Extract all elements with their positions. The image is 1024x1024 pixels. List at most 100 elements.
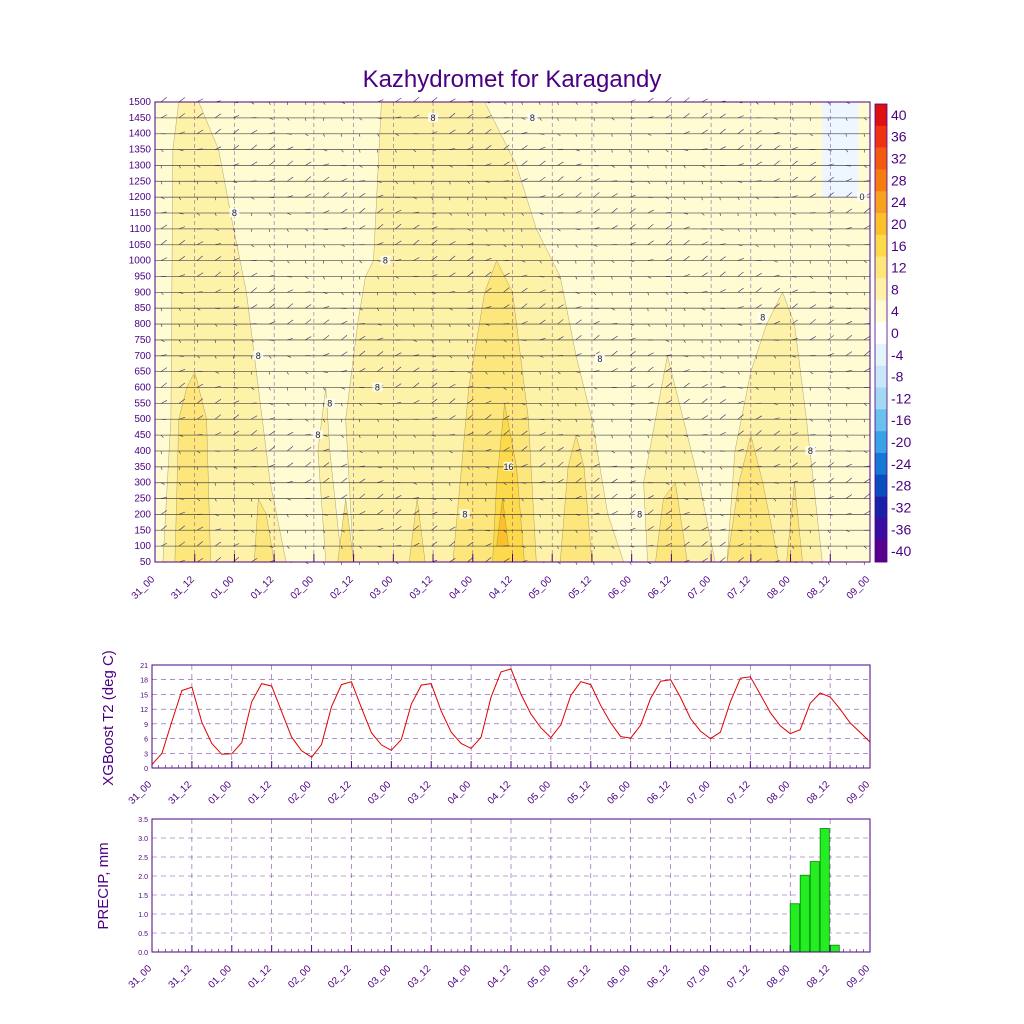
colorbar-swatch [875,365,887,388]
wind-barb [593,320,600,325]
wind-barb [557,530,559,534]
wind-barb [232,228,236,232]
wind-barb [341,334,348,341]
wind-barb [485,181,490,183]
wind-barb [268,287,276,293]
wind-barb [160,434,164,438]
wind-barb [341,149,344,153]
wind-barb [341,477,348,483]
wind-barb [683,113,690,119]
contour-label-bg [324,398,335,408]
wind-barb [773,463,780,468]
contour-label-bg [229,208,240,218]
wind-barb [341,244,346,247]
wind-barb [503,196,507,200]
wind-barb [250,272,258,277]
wind-barb [196,181,199,185]
wind-barb [413,525,420,531]
wind-barb [557,228,561,232]
wind-barb [665,339,670,343]
wind-barb [214,466,218,470]
wind-barb [539,289,546,293]
wind-barb [791,276,797,278]
wind-barb [232,128,240,134]
wind-barb [250,130,258,134]
wind-barb [521,160,528,166]
wind-barb [755,323,762,325]
colorbar-swatch [875,452,887,476]
wind-barb [340,260,343,264]
wind-barb [683,434,689,437]
wind-barb [539,338,546,341]
wind-barb [665,114,672,119]
wind-barb [251,545,257,547]
wind-barb [683,255,690,261]
wind-barb [232,271,240,277]
wind-barb [575,228,581,230]
wind-barb [755,304,762,309]
wind-barb [683,416,690,420]
wind-barb [773,417,780,420]
wind-barb [539,514,542,518]
wind-barb [593,292,597,296]
wind-barb [503,530,507,533]
wind-barb [863,208,870,214]
wind-barb [503,339,507,343]
wind-barb [214,398,222,404]
wind-barb [593,192,600,198]
wind-barb [431,369,438,372]
wind-barb [575,276,578,280]
wind-barb [449,323,451,328]
wind-barb [160,257,168,261]
contour-label-bg [503,461,514,471]
wind-barb [629,260,635,262]
wind-barb [359,180,365,182]
colorbar-swatch [875,169,887,192]
wind-barb [377,165,380,169]
wind-barb [719,243,726,246]
colorbar-swatch [875,278,887,301]
wind-barb [449,466,451,470]
wind-barb [773,545,778,548]
wind-barb [305,418,309,422]
wind-barb [863,545,867,549]
contour-label: 8 [637,509,642,519]
wind-barb [719,414,726,420]
wind-barb [340,276,343,280]
wind-barb [647,133,652,136]
wind-barb [755,130,762,134]
wind-barb [485,128,492,134]
wind-barb [413,257,420,261]
wind-barb [377,276,380,280]
wind-barb [359,368,366,372]
wind-barb [845,434,849,438]
wind-barb [287,338,294,341]
wind-barb [773,321,780,325]
wind-barb [287,481,294,483]
wind-barb [395,544,401,547]
wind-barb [214,181,218,185]
wind-barb [701,165,706,168]
wind-barb [359,260,363,264]
wind-barb [323,434,328,437]
wind-barb [773,244,776,248]
wind-barb [809,434,816,436]
wind-barb [431,226,438,230]
wind-barb [178,255,186,261]
wind-barb [269,131,276,135]
wind-barb [737,144,744,150]
wind-barb [557,336,564,341]
colorbar-label: 12 [891,260,907,276]
wind-barb [575,163,582,166]
colorbar-swatch [875,409,887,432]
contour-label-bg [634,509,645,519]
wind-barb [719,323,723,327]
wind-barb [611,510,618,515]
wind-barb [593,208,600,214]
wind-barb [683,355,689,358]
wind-barb [485,144,492,150]
wind-barb [196,482,199,486]
wind-barb [665,382,672,388]
contour-label: 0 [860,192,865,202]
contour-label: 8 [597,354,602,364]
